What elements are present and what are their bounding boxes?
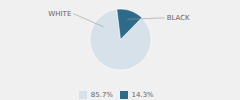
svg-text:WHITE: WHITE — [48, 10, 71, 18]
html-text:85.7%: 85.7% — [90, 90, 113, 99]
svg-text:BLACK: BLACK — [167, 14, 190, 22]
html-text:14.3%: 14.3% — [131, 90, 154, 99]
